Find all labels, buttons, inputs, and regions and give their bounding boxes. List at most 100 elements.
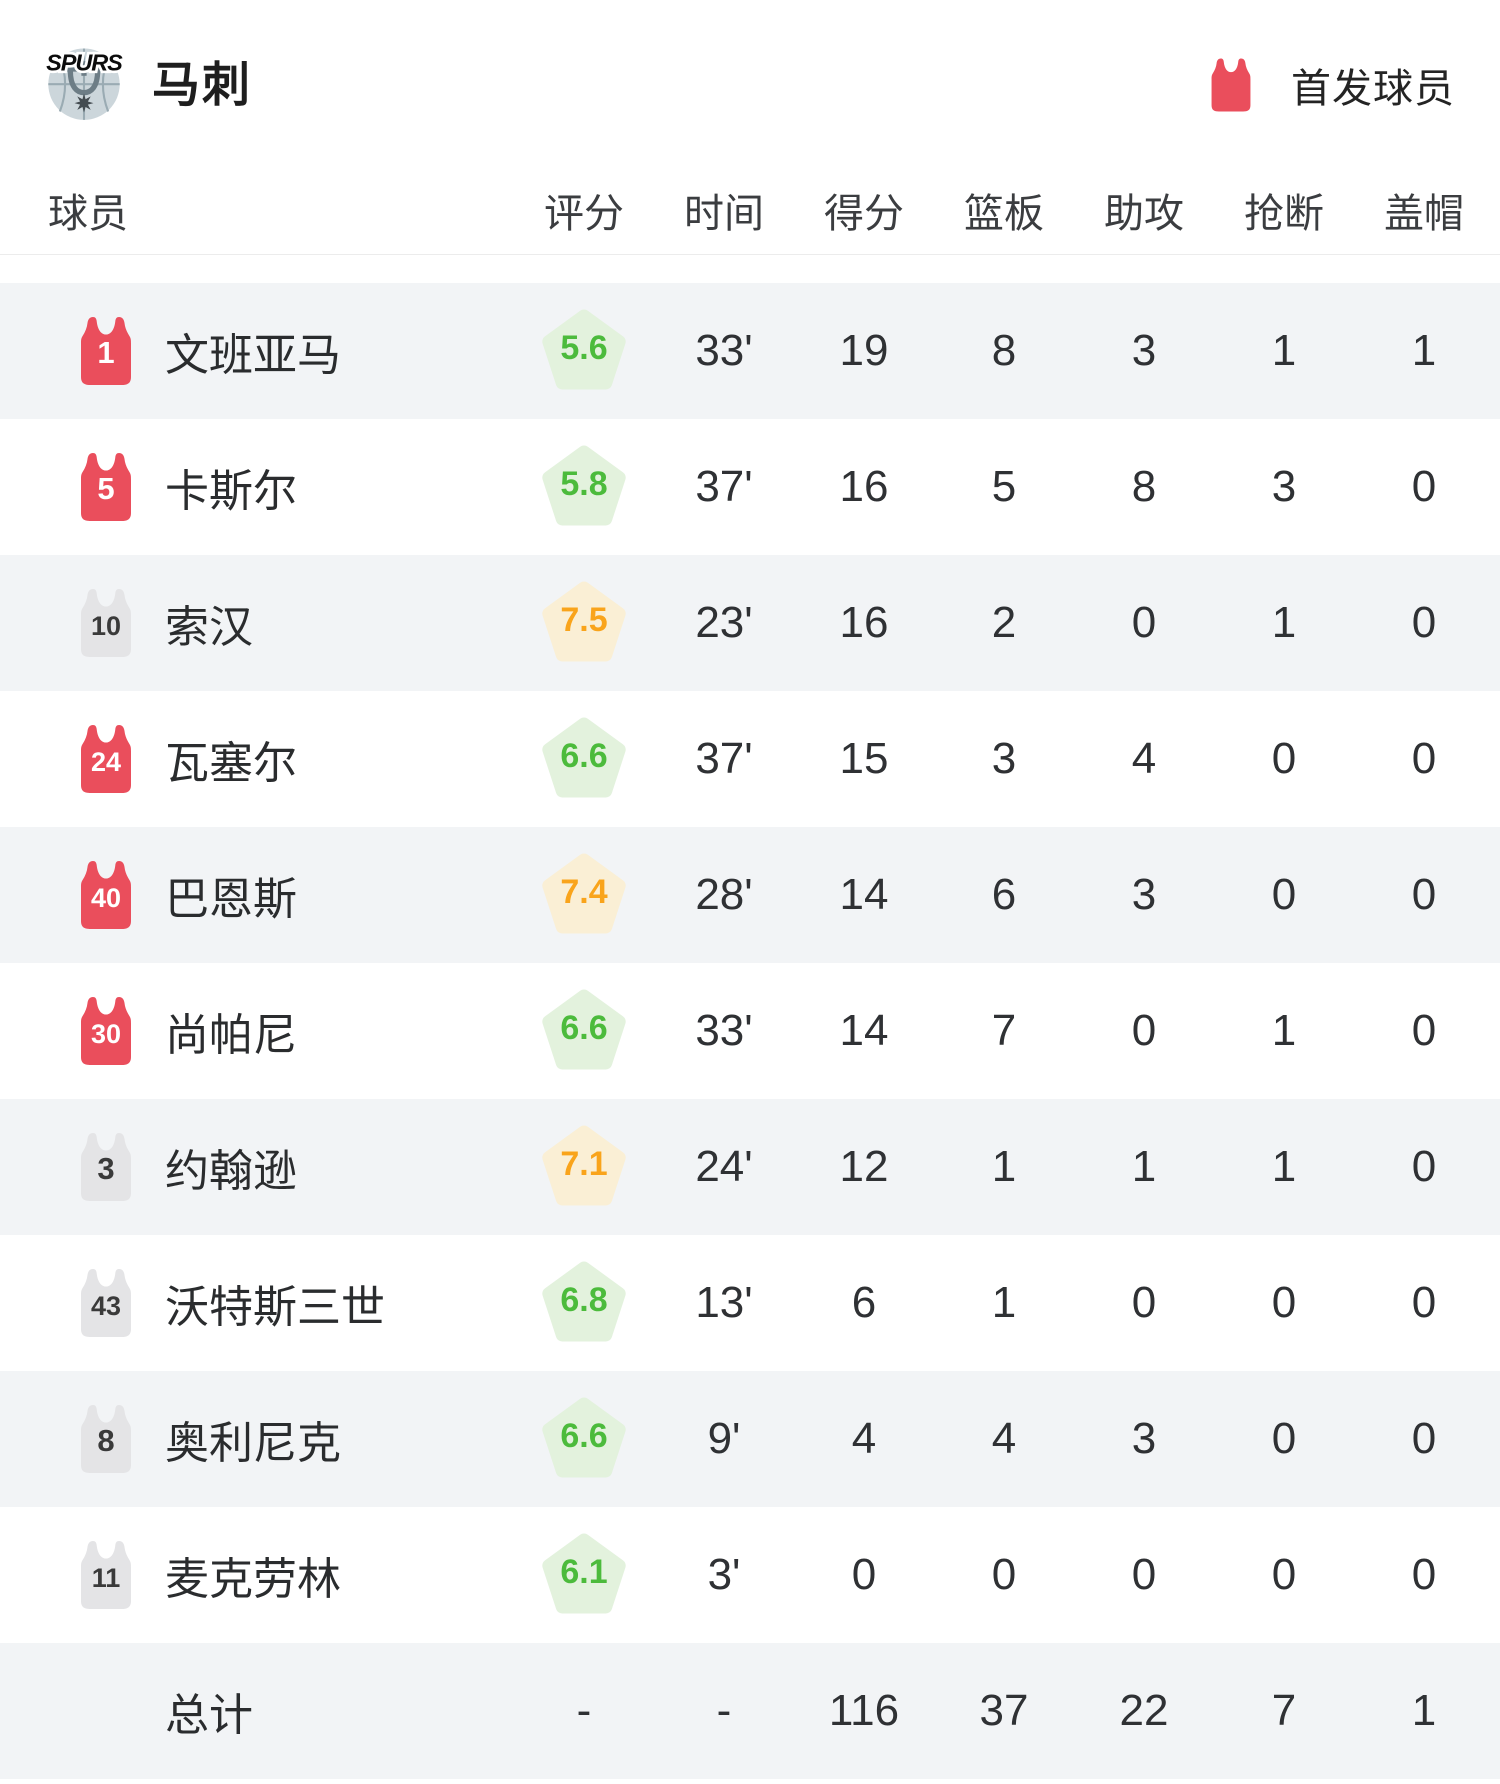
- player-cell: 10 索汉: [45, 587, 514, 659]
- rating-badge: 5.8: [514, 444, 654, 530]
- svg-text:10: 10: [91, 611, 121, 641]
- team-header: SPURS 马刺: [42, 38, 252, 122]
- stat-steals: 1: [1271, 326, 1297, 375]
- stat-minutes: 33': [695, 1006, 753, 1055]
- starter-jersey-number-icon: 40: [78, 859, 134, 931]
- svg-text:11: 11: [92, 1563, 121, 1593]
- spur-star: [74, 93, 94, 113]
- total-assists: 22: [1119, 1686, 1169, 1735]
- stat-steals: 1: [1271, 1142, 1297, 1191]
- rating-badge: 6.6: [514, 1396, 654, 1482]
- stat-points: 12: [839, 1142, 889, 1191]
- player-name: 卡斯尔: [165, 467, 297, 516]
- bench-jersey-number-icon: 10: [78, 587, 134, 659]
- svg-text:6.6: 6.6: [560, 737, 607, 775]
- total-points: 116: [828, 1686, 900, 1735]
- stat-blocks: 0: [1411, 1550, 1437, 1599]
- svg-text:7.1: 7.1: [560, 1145, 607, 1183]
- stat-points: 14: [839, 870, 889, 919]
- stat-blocks: 0: [1411, 1142, 1437, 1191]
- column-header-blocks: 盖帽: [1384, 191, 1464, 236]
- svg-text:6.8: 6.8: [560, 1281, 607, 1319]
- total-time: -: [716, 1686, 732, 1735]
- stat-minutes: 37': [695, 734, 753, 783]
- svg-text:6.6: 6.6: [560, 1009, 607, 1047]
- player-row[interactable]: 40 巴恩斯 7.4 28' 14 6 3 0 0: [0, 827, 1500, 963]
- player-row[interactable]: 43 沃特斯三世 6.8 13' 6 1 0 0 0: [0, 1235, 1500, 1371]
- stat-points: 19: [839, 326, 889, 375]
- column-header-rebounds: 篮板: [964, 191, 1044, 236]
- rating-badge: 7.5: [514, 580, 654, 666]
- column-header-assists: 助攻: [1104, 191, 1184, 236]
- stat-rebounds: 2: [991, 598, 1017, 647]
- stat-minutes: 3': [707, 1550, 741, 1599]
- svg-text:7.5: 7.5: [560, 601, 607, 639]
- stat-rebounds: 6: [991, 870, 1017, 919]
- player-name: 约翰逊: [165, 1147, 297, 1196]
- stat-steals: 0: [1271, 734, 1297, 783]
- player-row[interactable]: 10 索汉 7.5 23' 16 2 0 1 0: [0, 555, 1500, 691]
- stat-assists: 3: [1131, 1414, 1157, 1463]
- stat-assists: 1: [1131, 1142, 1157, 1191]
- svg-text:43: 43: [91, 1291, 121, 1321]
- stat-minutes: 23': [695, 598, 753, 647]
- player-row[interactable]: 3 约翰逊 7.1 24' 12 1 1 1 0: [0, 1099, 1500, 1235]
- stat-rebounds: 1: [991, 1278, 1017, 1327]
- total-blocks: 1: [1411, 1686, 1437, 1735]
- total-row: 总计 - - 116 37 22 7 1: [0, 1643, 1500, 1779]
- stat-rebounds: 3: [991, 734, 1017, 783]
- svg-text:8: 8: [97, 1423, 114, 1458]
- player-name: 巴恩斯: [165, 875, 297, 924]
- stat-assists: 8: [1131, 462, 1157, 511]
- column-header-player: 球员: [48, 191, 128, 236]
- stat-minutes: 9': [707, 1414, 741, 1463]
- player-row[interactable]: 8 奥利尼克 6.6 9' 4 4 3 0 0: [0, 1371, 1500, 1507]
- rating-badge: 6.8: [514, 1260, 654, 1346]
- player-row[interactable]: 24 瓦塞尔 6.6 37' 15 3 4 0 0: [0, 691, 1500, 827]
- stat-blocks: 1: [1411, 326, 1437, 375]
- bench-jersey-number-icon: 11: [78, 1539, 134, 1611]
- bench-jersey-number-icon: 3: [78, 1131, 134, 1203]
- stat-steals: 3: [1271, 462, 1297, 511]
- player-row[interactable]: 5 卡斯尔 5.8 37' 16 5 8 3 0: [0, 419, 1500, 555]
- stat-points: 15: [839, 734, 889, 783]
- stat-blocks: 0: [1411, 598, 1437, 647]
- rating-badge: 5.6: [514, 308, 654, 394]
- svg-text:7.4: 7.4: [560, 873, 607, 911]
- svg-text:30: 30: [91, 1019, 121, 1049]
- stat-steals: 0: [1271, 870, 1297, 919]
- table-body: 1 文班亚马 5.6 33' 19 8 3 1 1 5 卡斯尔 5.8 37' 16 5 8 3 0 10 索汉 7.5…: [0, 283, 1500, 1643]
- rating-badge: 7.4: [514, 852, 654, 938]
- team-logo-spurs-icon: SPURS: [42, 38, 126, 122]
- column-header-time: 时间: [684, 191, 764, 236]
- player-row[interactable]: 30 尚帕尼 6.6 33' 14 7 0 1 0: [0, 963, 1500, 1099]
- stat-minutes: 37': [695, 462, 753, 511]
- stat-minutes: 24': [695, 1142, 753, 1191]
- starter-jersey-number-icon: 1: [78, 315, 134, 387]
- player-cell: 1 文班亚马: [45, 315, 514, 387]
- player-cell: 11 麦克劳林: [45, 1539, 514, 1611]
- table-header: 球员 评分 时间 得分 篮板 助攻 抢断 盖帽: [0, 165, 1500, 255]
- player-row[interactable]: 11 麦克劳林 6.1 3' 0 0 0 0 0: [0, 1507, 1500, 1643]
- stat-points: 14: [839, 1006, 889, 1055]
- stat-blocks: 0: [1411, 462, 1437, 511]
- stat-blocks: 0: [1411, 1414, 1437, 1463]
- player-cell: 24 瓦塞尔: [45, 723, 514, 795]
- player-name: 文班亚马: [165, 331, 341, 380]
- svg-text:40: 40: [91, 883, 121, 913]
- stat-rebounds: 5: [991, 462, 1017, 511]
- player-row[interactable]: 1 文班亚马 5.6 33' 19 8 3 1 1: [0, 283, 1500, 419]
- svg-text:6.1: 6.1: [560, 1553, 607, 1591]
- svg-text:6.6: 6.6: [560, 1417, 607, 1455]
- stat-points: 6: [851, 1278, 877, 1327]
- stat-blocks: 0: [1411, 734, 1437, 783]
- stat-minutes: 28': [695, 870, 753, 919]
- stat-steals: 0: [1271, 1414, 1297, 1463]
- stat-rebounds: 1: [991, 1142, 1017, 1191]
- stat-rebounds: 0: [991, 1550, 1017, 1599]
- total-rebounds: 37: [979, 1686, 1029, 1735]
- svg-text:5.8: 5.8: [560, 465, 607, 503]
- bench-jersey-number-icon: 8: [78, 1403, 134, 1475]
- rating-badge: 7.1: [514, 1124, 654, 1210]
- player-cell: 3 约翰逊: [45, 1131, 514, 1203]
